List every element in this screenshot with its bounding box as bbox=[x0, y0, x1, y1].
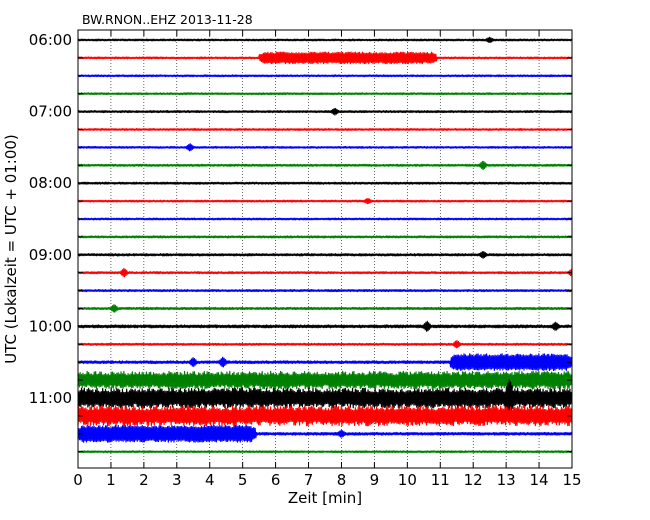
ticks: 0 1 2 3 4 5 6 7 8 9 10 11 12 13 14 1506:0007:0008:0009:… bbox=[29, 30, 582, 489]
x-tick-label: 14 bbox=[530, 471, 549, 489]
y-axis-label: UTC (Lokalzeit = UTC + 01:00) bbox=[2, 134, 20, 364]
y-tick-label: 11:00 bbox=[29, 389, 72, 407]
trace-0715 bbox=[77, 143, 573, 152]
trace-0545 bbox=[77, 36, 573, 44]
trace-0600 bbox=[77, 51, 573, 65]
trace-0730 bbox=[77, 160, 573, 171]
plot-frame bbox=[77, 29, 573, 469]
trace-0830 bbox=[77, 235, 573, 239]
traces bbox=[77, 36, 573, 454]
x-tick-label: 10 bbox=[398, 471, 417, 489]
trace-1015 bbox=[77, 353, 573, 372]
trace-1000 bbox=[77, 339, 573, 349]
trace-1100 bbox=[77, 405, 573, 427]
trace-0800 bbox=[77, 197, 573, 205]
y-tick-label: 10:00 bbox=[29, 317, 72, 335]
trace-0930 bbox=[77, 304, 573, 313]
y-tick-label: 06:00 bbox=[29, 31, 72, 49]
x-tick-label: 4 bbox=[205, 471, 215, 489]
x-tick-label: 6 bbox=[271, 471, 281, 489]
trace-0630 bbox=[77, 92, 573, 96]
x-tick-label: 0 bbox=[73, 471, 83, 489]
trace-0845 bbox=[77, 251, 573, 259]
trace-0915 bbox=[77, 289, 573, 293]
trace-0945 bbox=[77, 320, 573, 332]
trace-0700 bbox=[77, 128, 573, 131]
x-tick-label: 12 bbox=[464, 471, 483, 489]
x-tick-label: 11 bbox=[431, 471, 450, 489]
trace-1115 bbox=[77, 424, 573, 443]
trace-1045 bbox=[77, 379, 573, 417]
x-tick-label: 15 bbox=[562, 471, 581, 489]
trace-0645 bbox=[77, 108, 573, 116]
x-tick-label: 8 bbox=[337, 471, 347, 489]
x-tick-label: 9 bbox=[370, 471, 380, 489]
x-tick-label: 1 bbox=[106, 471, 116, 489]
x-tick-label: 2 bbox=[139, 471, 149, 489]
trace-1130 bbox=[77, 450, 573, 454]
x-tick-label: 7 bbox=[304, 471, 314, 489]
x-tick-label: 3 bbox=[172, 471, 182, 489]
x-tick-label: 5 bbox=[238, 471, 248, 489]
x-tick-label: 13 bbox=[497, 471, 516, 489]
y-tick-label: 07:00 bbox=[29, 103, 72, 121]
x-axis-label: Zeit [min] bbox=[288, 489, 362, 507]
trace-0815 bbox=[77, 217, 573, 221]
trace-0615 bbox=[77, 74, 573, 78]
y-tick-label: 08:00 bbox=[29, 174, 72, 192]
trace-0745 bbox=[77, 181, 573, 185]
chart-title: BW.RNON..EHZ 2013-11-28 bbox=[82, 12, 253, 27]
grid bbox=[110, 30, 540, 468]
y-tick-label: 09:00 bbox=[29, 246, 72, 264]
trace-0900 bbox=[77, 267, 573, 278]
trace-1030 bbox=[77, 370, 573, 390]
